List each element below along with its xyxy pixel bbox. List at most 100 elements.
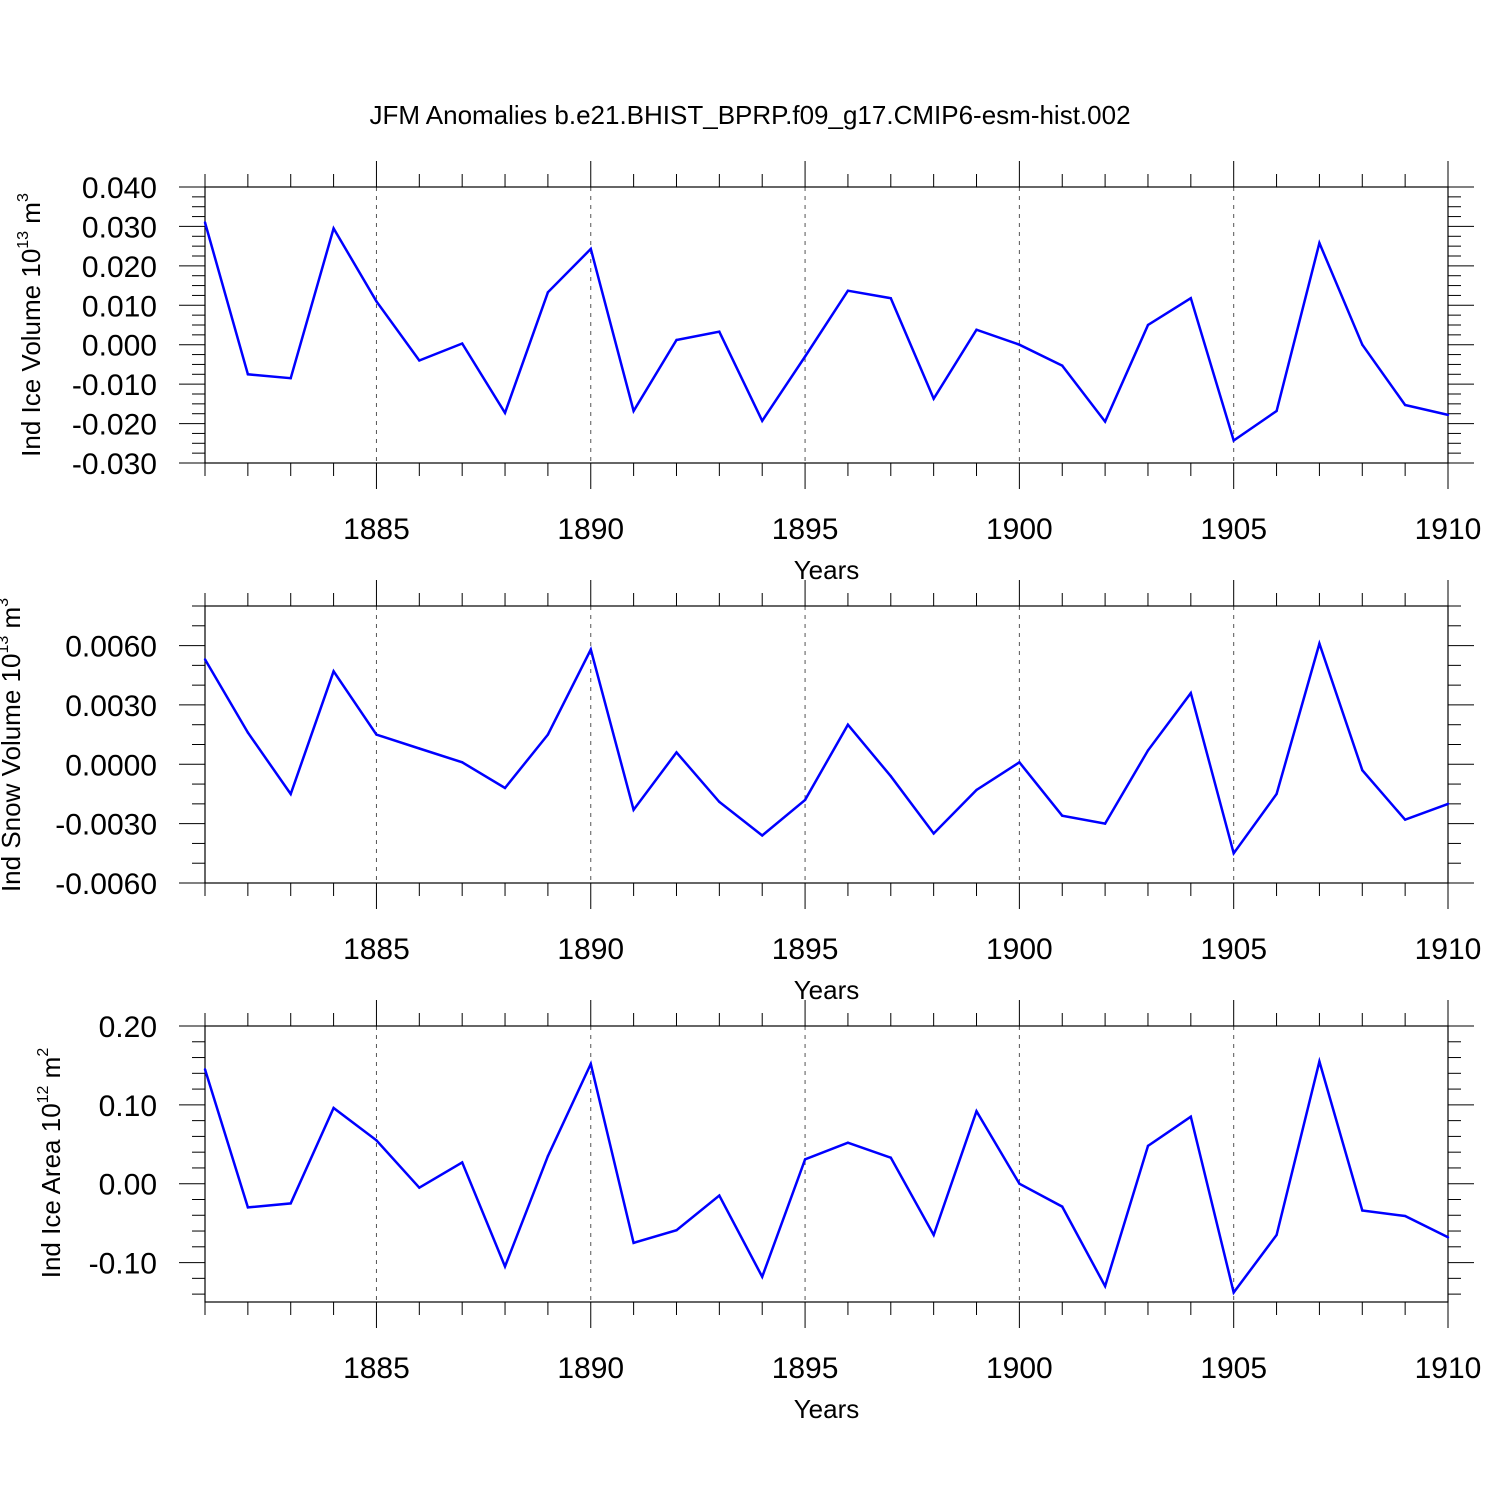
data-point-1891 bbox=[632, 808, 635, 811]
x-tick-label-1885: 1885 bbox=[343, 933, 410, 966]
data-point-1907 bbox=[1318, 1060, 1321, 1063]
data-point-1889 bbox=[546, 1154, 550, 1158]
x-tick-label-1895: 1895 bbox=[772, 1352, 839, 1385]
y-axis-title-ylabel: Ind Snow Volume 10 bbox=[0, 654, 26, 893]
data-point-1903 bbox=[1146, 1144, 1150, 1148]
data-point-1890 bbox=[589, 1062, 592, 1066]
data-point-1890 bbox=[589, 648, 592, 651]
plot-frame bbox=[204, 1025, 1449, 1303]
series-line bbox=[203, 1056, 1449, 1296]
x-tick-label-1905: 1905 bbox=[1200, 513, 1267, 546]
y-tick-label: 0.010 bbox=[82, 290, 157, 323]
data-point-1902 bbox=[1103, 420, 1107, 423]
y-axis-title-ylabel-unit-exp: 3 bbox=[0, 598, 12, 607]
x-tick-label-1900: 1900 bbox=[986, 513, 1053, 546]
data-point-1894 bbox=[761, 419, 764, 423]
y-axis-title-ylabel: Ind Ice Volume 10 bbox=[16, 249, 46, 457]
data-point-1897 bbox=[889, 296, 892, 300]
data-point-1896 bbox=[846, 289, 850, 292]
data-point-1891 bbox=[632, 409, 635, 413]
x-tick-label-1885: 1885 bbox=[343, 1352, 410, 1385]
data-point-1904 bbox=[1189, 296, 1193, 300]
data-point-1892 bbox=[675, 1229, 678, 1232]
data-point-1888 bbox=[503, 786, 507, 790]
data-point-1895 bbox=[803, 798, 807, 802]
data-point-1893 bbox=[718, 1194, 721, 1197]
y-axis-title: Ind Ice Volume 1013 m3 bbox=[15, 193, 46, 457]
data-point-1886 bbox=[418, 747, 421, 750]
data-point-1909 bbox=[1403, 818, 1407, 821]
panel-snow-volume: 1885 1890 1895 1900 1905 1910 0.0060 0.0030 0.00… bbox=[0, 580, 1481, 1005]
data-point-1891 bbox=[632, 1241, 635, 1245]
data-point-1910 bbox=[1446, 1236, 1450, 1239]
data-point-1892 bbox=[675, 338, 678, 342]
data-point-1899 bbox=[975, 788, 978, 792]
y-tick-label: 0.0030 bbox=[65, 690, 157, 723]
data-point-1894 bbox=[761, 1275, 764, 1278]
plot-frame bbox=[204, 605, 1449, 884]
data-point-1895 bbox=[803, 1158, 807, 1161]
data-point-1907 bbox=[1318, 642, 1321, 645]
data-point-1904 bbox=[1189, 691, 1193, 695]
data-point-1895 bbox=[803, 355, 807, 358]
data-point-1894 bbox=[761, 834, 764, 837]
y-axis-title-ylabel-exp: 13 bbox=[15, 231, 32, 249]
y-tick-label: 0.040 bbox=[82, 172, 157, 205]
y-tick-label: 0.0000 bbox=[65, 749, 157, 782]
data-point-1896 bbox=[846, 1141, 850, 1144]
data-point-1906 bbox=[1275, 409, 1278, 413]
x-tick-label-1900: 1900 bbox=[986, 1352, 1053, 1385]
panel-ice-volume: 1885 1890 1895 1900 1905 1910 0.040 0.030 0.020 0… bbox=[15, 161, 1481, 585]
data-point-1905 bbox=[1232, 852, 1235, 855]
x-tick-label-1910: 1910 bbox=[1415, 933, 1482, 966]
y-tick-label: 0.20 bbox=[99, 1011, 157, 1044]
data-point-1884 bbox=[332, 227, 335, 230]
data-point-1888 bbox=[503, 411, 507, 415]
data-point-1893 bbox=[718, 330, 721, 333]
x-tick-label-1890: 1890 bbox=[557, 933, 624, 966]
data-point-1885 bbox=[375, 1139, 378, 1142]
y-axis-title: Ind Ice Area 1012 m2 bbox=[35, 1048, 66, 1279]
data-point-1905 bbox=[1232, 439, 1235, 442]
data-point-1903 bbox=[1146, 749, 1150, 752]
data-point-1903 bbox=[1146, 323, 1150, 327]
y-tick-label: 0.0060 bbox=[65, 631, 157, 664]
data-point-1881 bbox=[203, 221, 207, 224]
y-tick-label: 0.00 bbox=[99, 1169, 157, 1202]
x-axis-title: Years bbox=[794, 975, 860, 1005]
x-tick-label-1910: 1910 bbox=[1415, 513, 1482, 546]
data-point-1882 bbox=[246, 1206, 250, 1209]
data-point-1909 bbox=[1403, 403, 1407, 407]
data-point-1908 bbox=[1361, 769, 1364, 772]
data-point-1898 bbox=[932, 832, 935, 835]
data-point-1899 bbox=[975, 1109, 978, 1113]
y-tick-label: -0.030 bbox=[72, 448, 157, 481]
data-point-1901 bbox=[1061, 814, 1064, 817]
y-tick-label: 0.10 bbox=[99, 1090, 157, 1123]
y-tick-label: 0.020 bbox=[82, 251, 157, 284]
data-point-1896 bbox=[846, 723, 850, 726]
x-tick-label-1895: 1895 bbox=[772, 933, 839, 966]
y-tick-label: 0.000 bbox=[82, 330, 157, 363]
x-tick-label-1905: 1905 bbox=[1200, 933, 1267, 966]
data-point-1900 bbox=[1018, 761, 1021, 764]
data-point-1887 bbox=[460, 761, 464, 764]
y-tick-label: 0.030 bbox=[82, 211, 157, 244]
figure-title: JFM Anomalies b.e21.BHIST_BPRP.f09_g17.C… bbox=[369, 100, 1130, 130]
y-axis-title-ylabel-exp: 13 bbox=[0, 636, 12, 654]
x-tick-label-1905: 1905 bbox=[1200, 1352, 1267, 1385]
data-point-1888 bbox=[503, 1265, 507, 1268]
data-point-1881 bbox=[203, 658, 207, 661]
data-point-1898 bbox=[932, 397, 935, 400]
x-axis-title: Years bbox=[794, 555, 860, 585]
data-point-1890 bbox=[589, 247, 592, 251]
data-point-1889 bbox=[546, 733, 550, 736]
y-tick-label: -0.010 bbox=[72, 369, 157, 402]
data-point-1907 bbox=[1318, 241, 1321, 245]
data-point-1906 bbox=[1275, 792, 1278, 796]
x-axis-title: Years bbox=[794, 1394, 860, 1424]
x-tick-label-1890: 1890 bbox=[557, 513, 624, 546]
panel-ice-area: 1885 1890 1895 1900 1905 1910 0.20 0.10 0.00 -0.1… bbox=[35, 1000, 1481, 1424]
data-point-1884 bbox=[332, 1106, 335, 1110]
x-tick-label-1910: 1910 bbox=[1415, 1352, 1482, 1385]
